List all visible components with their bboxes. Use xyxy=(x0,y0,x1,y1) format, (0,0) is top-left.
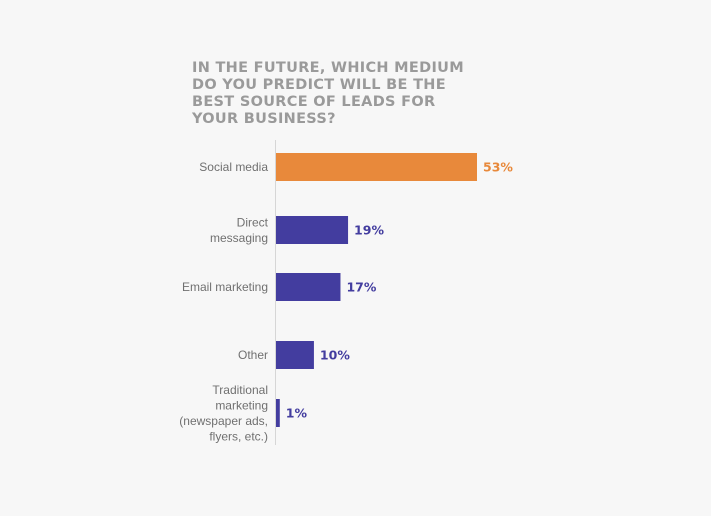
category-label-2: Email marketing xyxy=(182,280,268,294)
category-label-0: Social media xyxy=(199,160,268,174)
value-label-1: 19% xyxy=(354,223,384,238)
value-label-3: 10% xyxy=(320,348,350,363)
category-label-1: Direct messaging xyxy=(210,215,269,245)
value-label-2: 17% xyxy=(346,280,376,295)
value-label-0: 53% xyxy=(483,160,513,175)
value-label-4: 1% xyxy=(286,406,308,421)
bars-group: 53% Social media 19% Direct messaging 17% Emai… xyxy=(179,153,513,443)
chart-title: IN THE FUTURE, WHICH MEDIUM DO YOU PREDI… xyxy=(192,60,464,127)
bar-0 xyxy=(276,153,477,181)
bar-1 xyxy=(276,216,349,244)
category-label-4: Traditional marketing (newspaper ads, flyer… xyxy=(179,383,268,444)
bar-4 xyxy=(276,399,280,427)
bar-3 xyxy=(276,341,314,369)
category-label-3: Other xyxy=(238,348,268,362)
bar-2 xyxy=(276,273,341,301)
